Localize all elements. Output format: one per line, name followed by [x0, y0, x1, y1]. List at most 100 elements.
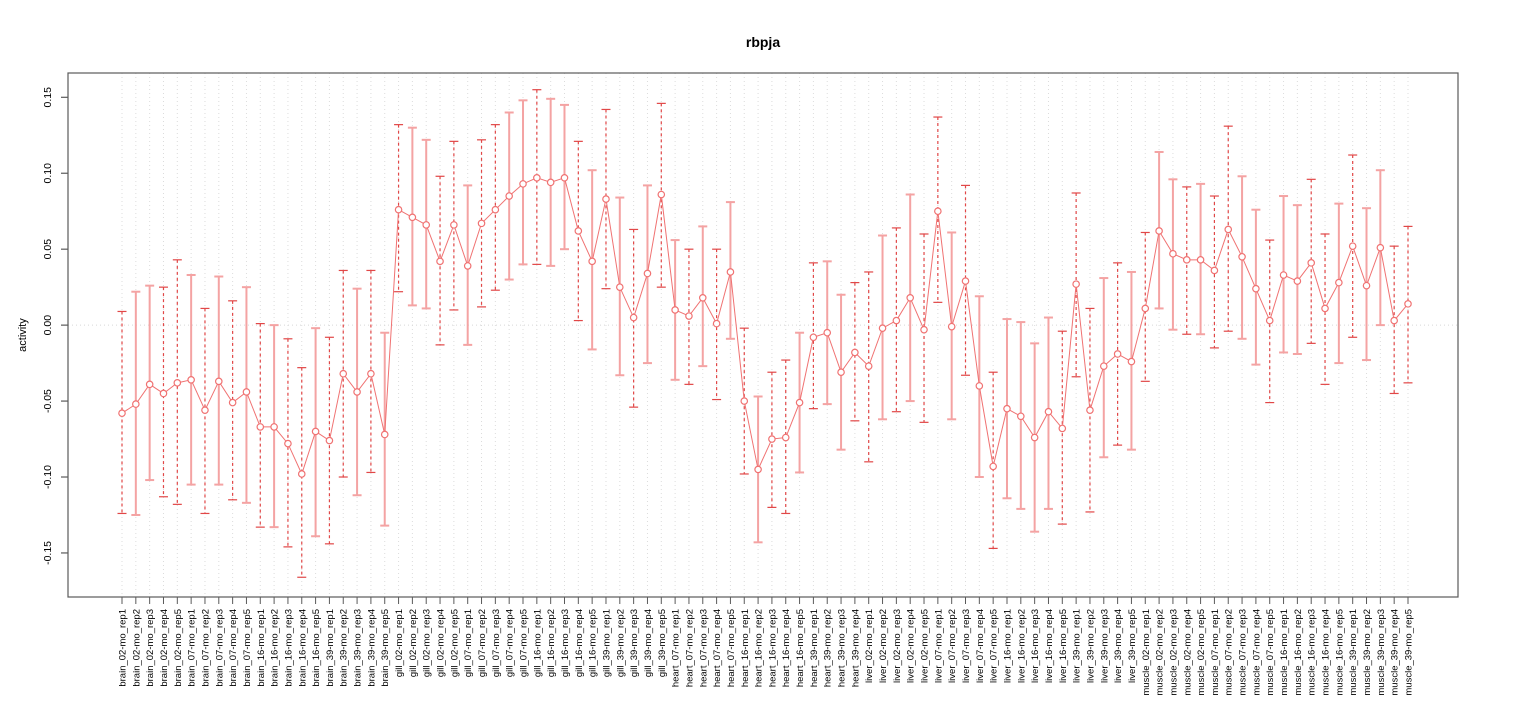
data-point-marker — [864, 362, 873, 370]
data-point-marker — [546, 178, 555, 187]
error-bar — [712, 248, 722, 401]
x-tick-label: muscle_16-mo_rep2 — [1293, 609, 1304, 696]
error-bar — [1265, 239, 1275, 404]
data-point-marker — [1099, 362, 1108, 370]
x-tick-label: brain_39-mo_rep3 — [353, 609, 364, 687]
x-tick-label: brain_07-mo_rep3 — [214, 609, 225, 687]
data-point-marker — [809, 333, 818, 342]
data-point-marker — [1182, 256, 1191, 264]
x-tick-label: liver_07-mo_rep5 — [989, 609, 1000, 683]
data-point-marker — [1086, 406, 1094, 414]
x-tick-label: liver_39-mo_rep1 — [1072, 609, 1083, 683]
x-tick-label: liver_39-mo_rep2 — [1085, 609, 1096, 683]
data-point-marker — [1072, 280, 1080, 288]
x-tick-label: brain_16-mo_rep3 — [283, 609, 294, 687]
x-tick-label: liver_16-mo_rep4 — [1044, 609, 1055, 683]
data-point-marker — [851, 348, 859, 357]
x-tick-label: heart_16-mo_rep3 — [767, 609, 778, 687]
data-point-marker — [768, 435, 776, 443]
x-tick-label: liver_16-mo_rep5 — [1058, 609, 1069, 683]
data-point-marker — [685, 312, 693, 320]
x-tick-label: heart_07-mo_rep3 — [698, 609, 709, 687]
data-point-marker — [1058, 424, 1067, 433]
x-tick-label: gill_16-mo_rep2 — [546, 609, 557, 677]
x-tick-label: muscle_02-mo_rep5 — [1196, 609, 1207, 696]
x-tick-label: gill_07-mo_rep2 — [477, 609, 488, 677]
x-tick-label: heart_07-mo_rep5 — [726, 609, 737, 687]
data-point-marker — [1348, 242, 1357, 250]
data-point-marker — [519, 180, 527, 188]
x-tick-label: muscle_02-mo_rep1 — [1141, 609, 1152, 696]
gridlines — [68, 73, 1458, 597]
x-tick-label: brain_02-mo_rep5 — [173, 609, 184, 687]
x-tick-label: heart_16-mo_rep2 — [754, 609, 765, 687]
x-tick-label: liver_16-mo_rep2 — [1016, 609, 1027, 683]
y-axis: 0.15 0.10 0.05 0.00 -0.05 -0.10 -0.15 — [42, 87, 68, 565]
error-bar — [781, 359, 791, 515]
x-tick-label: heart_07-mo_rep2 — [684, 609, 695, 687]
x-tick-label: muscle_39-mo_rep1 — [1348, 609, 1359, 696]
data-point-marker — [394, 205, 403, 214]
data-point-marker — [145, 380, 154, 389]
data-point-marker — [698, 293, 707, 302]
x-tick-label: gill_02-mo_rep2 — [408, 609, 419, 677]
y-tick-label: 0.15 — [42, 87, 54, 108]
x-tick-label: gill_16-mo_rep1 — [532, 609, 543, 677]
error-bar — [1209, 195, 1219, 349]
x-tick-label: gill_07-mo_rep1 — [463, 609, 474, 677]
data-point-marker — [989, 462, 997, 471]
data-point-marker — [187, 376, 195, 384]
data-point-marker — [781, 433, 790, 442]
data-point-marker — [947, 322, 956, 331]
data-point-marker — [906, 293, 914, 302]
x-tick-label: liver_16-mo_rep1 — [1002, 609, 1013, 683]
data-point-marker — [1252, 284, 1260, 293]
data-point-marker — [574, 227, 583, 235]
x-tick-label: liver_02-mo_rep4 — [906, 609, 917, 683]
x-axis: brain_02-mo_rep1 brain_02-mo_rep2 brain_02… — [118, 597, 1415, 696]
data-point-marker — [159, 389, 168, 398]
y-tick-label: -0.15 — [42, 541, 54, 565]
x-tick-label: gill_02-mo_rep1 — [394, 609, 405, 677]
error-bar — [573, 140, 583, 322]
data-point-marker — [311, 427, 320, 436]
x-tick-label: gill_07-mo_rep3 — [491, 609, 502, 677]
data-point-marker — [1321, 304, 1329, 313]
data-point-marker — [491, 205, 500, 214]
x-tick-label: brain_16-mo_rep5 — [311, 609, 322, 687]
data-point-marker — [1003, 404, 1011, 413]
x-tick-label: gill_02-mo_rep5 — [449, 609, 460, 677]
data-point-marker — [961, 277, 970, 285]
x-tick-label: gill_02-mo_rep4 — [436, 609, 447, 677]
x-tick-label: gill_39-mo_rep5 — [657, 609, 668, 677]
data-point-marker — [616, 283, 624, 291]
x-tick-label: gill_07-mo_rep4 — [505, 609, 516, 677]
x-tick-label: gill_39-mo_rep2 — [615, 609, 626, 677]
error-bar — [366, 269, 376, 474]
error-bar — [1085, 307, 1095, 513]
x-tick-label: liver_07-mo_rep4 — [975, 609, 986, 683]
data-point-marker — [1362, 281, 1371, 290]
data-point-marker — [560, 174, 569, 182]
x-tick-label: gill_02-mo_rep3 — [422, 609, 433, 677]
x-tick-label: gill_39-mo_rep3 — [629, 609, 640, 677]
data-point-marker — [1390, 316, 1398, 325]
error-bar — [864, 271, 874, 463]
data-point-marker — [1376, 243, 1385, 252]
x-tick-label: liver_07-mo_rep1 — [933, 609, 944, 683]
error-bar — [850, 282, 860, 422]
data-point-marker — [1017, 412, 1025, 421]
data-point-marker — [533, 174, 541, 182]
data-point-marker — [450, 221, 458, 229]
x-tick-label: brain_02-mo_rep3 — [145, 609, 156, 687]
y-axis-title: activity — [17, 318, 29, 352]
x-tick-label: heart_39-mo_rep2 — [823, 609, 834, 687]
data-point-marker — [201, 406, 209, 414]
x-tick-label: muscle_16-mo_rep4 — [1321, 609, 1332, 696]
x-tick-label: heart_16-mo_rep4 — [781, 609, 792, 687]
data-point-marker — [975, 382, 984, 390]
error-bar — [255, 323, 265, 528]
data-point-marker — [325, 436, 334, 445]
x-tick-label: liver_16-mo_rep3 — [1030, 609, 1041, 683]
y-tick-label: -0.05 — [42, 389, 54, 413]
